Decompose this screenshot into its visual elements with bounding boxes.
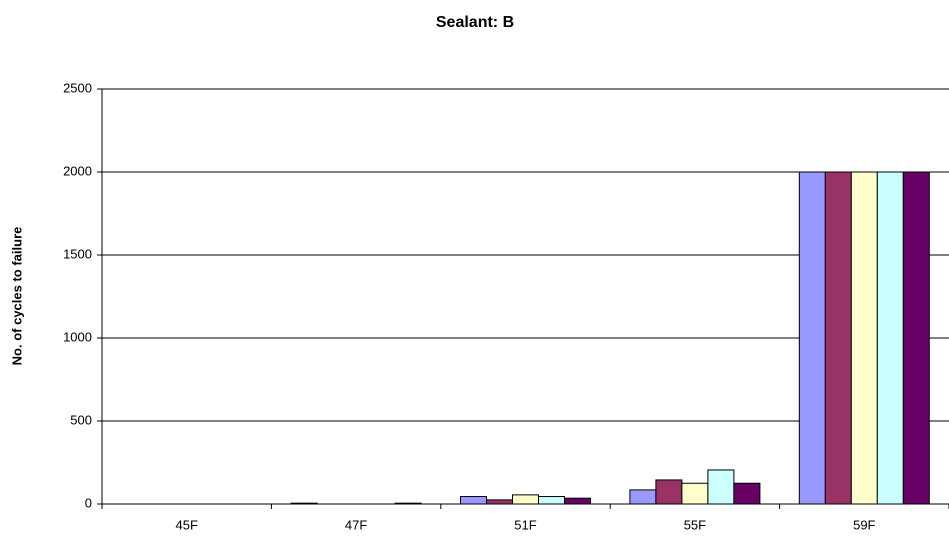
bar (564, 497, 591, 505)
bar (460, 496, 487, 505)
y-tick-label: 500 (70, 412, 92, 427)
y-tick-label: 2500 (63, 80, 92, 95)
bar (733, 482, 761, 505)
bar (902, 171, 930, 505)
y-tick-label: 1000 (63, 329, 92, 344)
x-tick-label: 55F (684, 517, 706, 532)
bar (707, 469, 735, 505)
x-tick-label: 45F (175, 517, 197, 532)
y-tick-label: 0 (85, 495, 92, 510)
bar (629, 489, 657, 505)
bar (655, 479, 683, 505)
bar (486, 499, 513, 505)
bar (850, 171, 878, 505)
bar (512, 494, 539, 505)
y-tick-label: 2000 (63, 163, 92, 178)
bar (876, 171, 904, 505)
x-tick-label: 47F (345, 517, 367, 532)
bar (824, 171, 852, 505)
bar (538, 496, 565, 505)
x-tick-label: 51F (514, 517, 536, 532)
bar (681, 482, 709, 505)
chart-title: Sealant: B (436, 14, 514, 31)
y-tick-label: 1500 (63, 246, 92, 261)
x-tick-label: 59F (853, 517, 875, 532)
y-axis-label: No. of cycles to failure (9, 227, 24, 366)
bar (798, 171, 826, 505)
